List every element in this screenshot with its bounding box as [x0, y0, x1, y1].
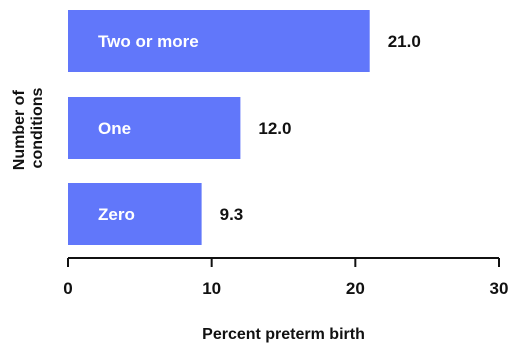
bar-category-label: Two or more	[98, 32, 199, 51]
x-tick-labels-group: 0 10 20 30	[63, 279, 508, 298]
bar-zero	[68, 183, 202, 245]
bar-value-label: 21.0	[388, 32, 421, 51]
bar-category-label: Zero	[98, 205, 135, 224]
bar-labels-group: Two or more One Zero	[98, 32, 199, 224]
x-tick-label: 10	[202, 279, 221, 298]
x-axis-title: Percent preterm birth	[202, 326, 365, 343]
bar-value-label: 12.0	[258, 119, 291, 138]
bar-two-or-more	[68, 10, 370, 72]
x-tick-label: 0	[63, 279, 72, 298]
value-labels-group: 21.0 12.0 9.3	[220, 32, 421, 224]
bar-value-label: 9.3	[220, 205, 244, 224]
y-axis-title-line-2: conditions	[29, 87, 46, 168]
x-ticks-group	[67, 258, 500, 267]
y-axis-title: Number of conditions	[11, 86, 46, 170]
bar-category-label: One	[98, 119, 131, 138]
y-axis-title-line-1: Number of	[11, 90, 28, 171]
x-tick-label: 30	[490, 279, 509, 298]
x-tick-label: 20	[346, 279, 365, 298]
bar-one	[68, 97, 241, 159]
bars-group	[68, 10, 370, 245]
